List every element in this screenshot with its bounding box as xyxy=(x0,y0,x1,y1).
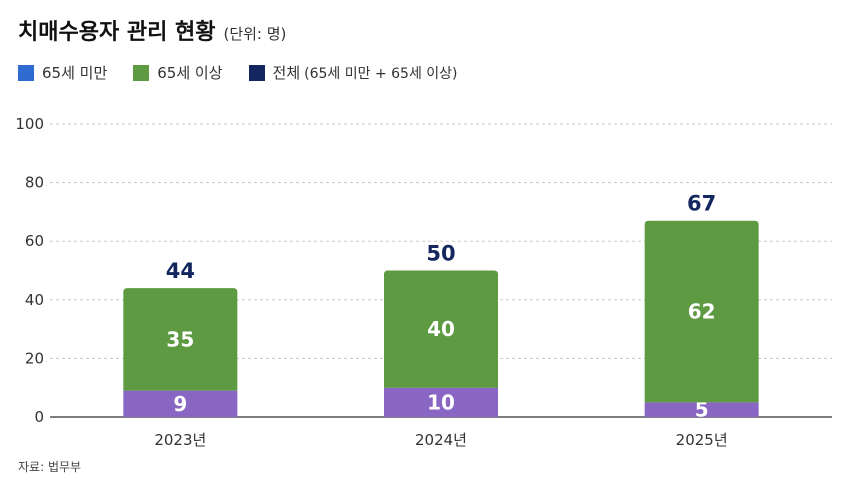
bar-segment-under-65-2 xyxy=(644,402,759,417)
segment-value-label-0-1: 10 xyxy=(427,390,455,414)
x-category-label-1: 2024년 xyxy=(415,431,467,449)
legend-swatch-over-65 xyxy=(133,64,150,81)
unit-label: (단위: 명) xyxy=(223,25,287,43)
legend-label-over-65: 65세 이상 xyxy=(157,64,223,82)
legend-swatch-under-65 xyxy=(18,64,34,81)
y-tick-label-20: 20 xyxy=(25,349,44,367)
x-category-label-2: 2025년 xyxy=(676,431,728,449)
bar-segment-under-65-0 xyxy=(123,390,238,417)
segment-value-label-1-0: 35 xyxy=(166,327,194,351)
x-category-label-0: 2023년 xyxy=(154,431,206,449)
y-tick-label-40: 40 xyxy=(25,291,44,309)
legend-label-total: 전체 xyxy=(272,64,301,82)
legend-item-over-65: 65세 이상 xyxy=(133,62,223,83)
bar-segment-over-65-0 xyxy=(123,288,238,391)
segment-value-label-0-0: 9 xyxy=(173,392,187,416)
chart-title: 치매수용자 관리 현황 xyxy=(18,20,216,45)
total-value-label-1: 50 xyxy=(426,242,455,266)
total-value-label-2: 67 xyxy=(687,192,716,216)
bar-segment-over-65-2 xyxy=(644,220,759,403)
y-tick-label-100: 100 xyxy=(15,115,44,133)
segment-value-label-1-2: 62 xyxy=(688,300,716,324)
segment-value-label-1-1: 40 xyxy=(427,317,455,341)
legend-label-under-65: 65세 미만 xyxy=(42,64,108,82)
title-row: 치매수용자 관리 현황 (단위: 명) xyxy=(18,14,286,46)
legend-item-under-65: 65세 미만 xyxy=(18,62,107,83)
total-value-label-0: 44 xyxy=(166,259,195,283)
segment-value-label-0-2: 5 xyxy=(695,398,709,422)
y-tick-label-0: 0 xyxy=(34,408,44,426)
y-tick-label-80: 80 xyxy=(25,174,44,192)
y-tick-label-60: 60 xyxy=(25,232,44,250)
legend-item-total: 전체 (65세 미만 + 65세 이상) xyxy=(248,62,458,83)
bar-segment-under-65-1 xyxy=(384,387,498,417)
bar-segment-over-65-1 xyxy=(384,270,498,388)
legend-note-total: (65세 미만 + 65세 이상) xyxy=(304,65,458,82)
legend-swatch-total xyxy=(248,64,265,81)
legend: 65세 미만 65세 이상 전체 (65세 미만 + 65세 이상) xyxy=(18,62,484,83)
source-note: 자료: 법무부 xyxy=(18,460,82,474)
